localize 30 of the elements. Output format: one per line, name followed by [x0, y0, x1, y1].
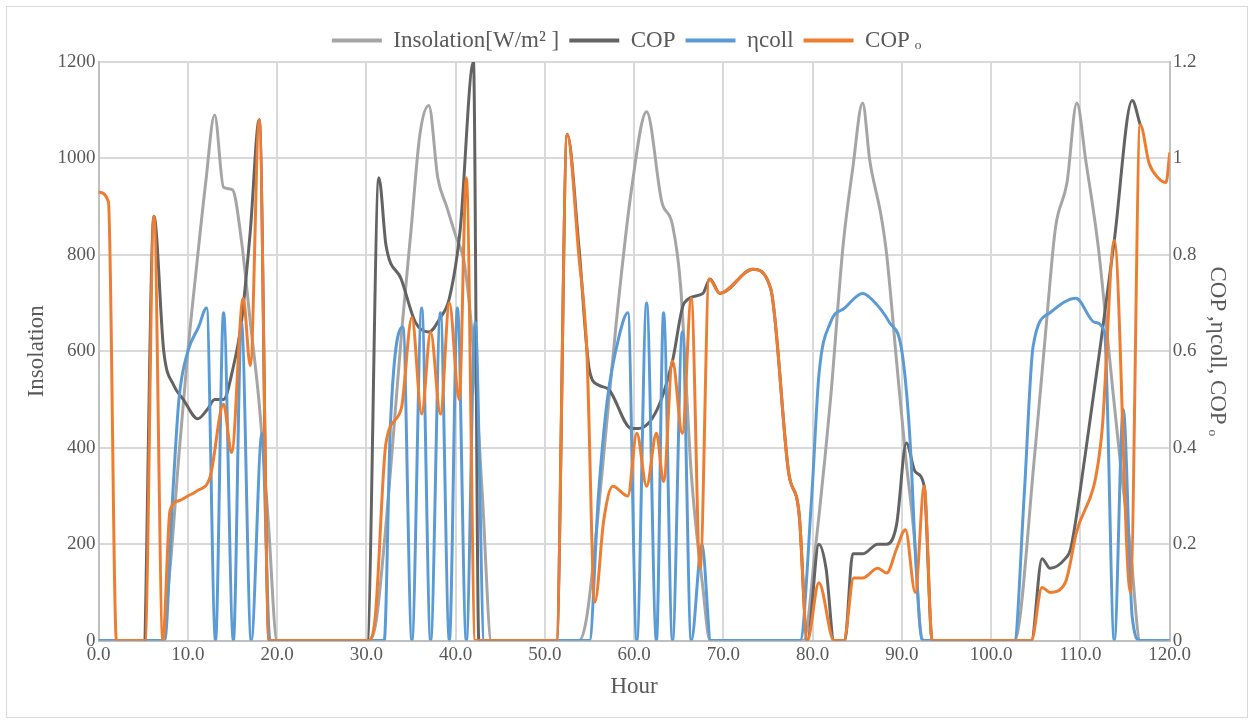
x-tick-label: 30.0: [349, 642, 383, 664]
x-tick-label: 90.0: [885, 642, 919, 664]
y2-tick-label: 0.6: [1172, 339, 1197, 361]
y-tick-label: 1000: [57, 146, 96, 168]
legend-label: COP ₒ: [865, 26, 922, 52]
x-tick-label: 10.0: [171, 642, 205, 664]
y2-axis-title: COP ,ηcoll, COP ₒ: [1206, 266, 1232, 437]
y-tick-label: 1200: [57, 49, 96, 71]
x-tick-label: 40.0: [438, 642, 473, 664]
x-tick-label: 100.0: [969, 642, 1013, 664]
y-tick-label: 600: [67, 339, 96, 361]
legend-label: COP: [630, 26, 676, 52]
y-tick-label: 800: [67, 242, 96, 264]
legend-label: ηcoll: [747, 26, 794, 52]
y2-tick-label: 1.2: [1172, 49, 1197, 71]
y2-tick-label: 0.8: [1172, 242, 1197, 264]
x-tick-label: 60.0: [617, 642, 651, 664]
y2-tick-label: 1: [1172, 146, 1183, 168]
x-tick-label: 80.0: [796, 642, 830, 664]
y2-tick-label: 0.2: [1172, 532, 1197, 554]
x-tick-label: 20.0: [260, 642, 294, 664]
x-tick-label: 110.0: [1059, 642, 1102, 664]
y-axis-title: Insolation: [22, 304, 48, 398]
y-tick-label: 400: [67, 435, 96, 457]
y-tick-label: 200: [67, 532, 96, 554]
y2-tick-label: 0.4: [1172, 435, 1197, 457]
x-axis-title: Hour: [610, 673, 659, 699]
x-tick-label: 50.0: [528, 642, 562, 664]
x-tick-label: 70.0: [706, 642, 740, 664]
legend-label: Insolation[W/m² ]: [393, 26, 560, 52]
